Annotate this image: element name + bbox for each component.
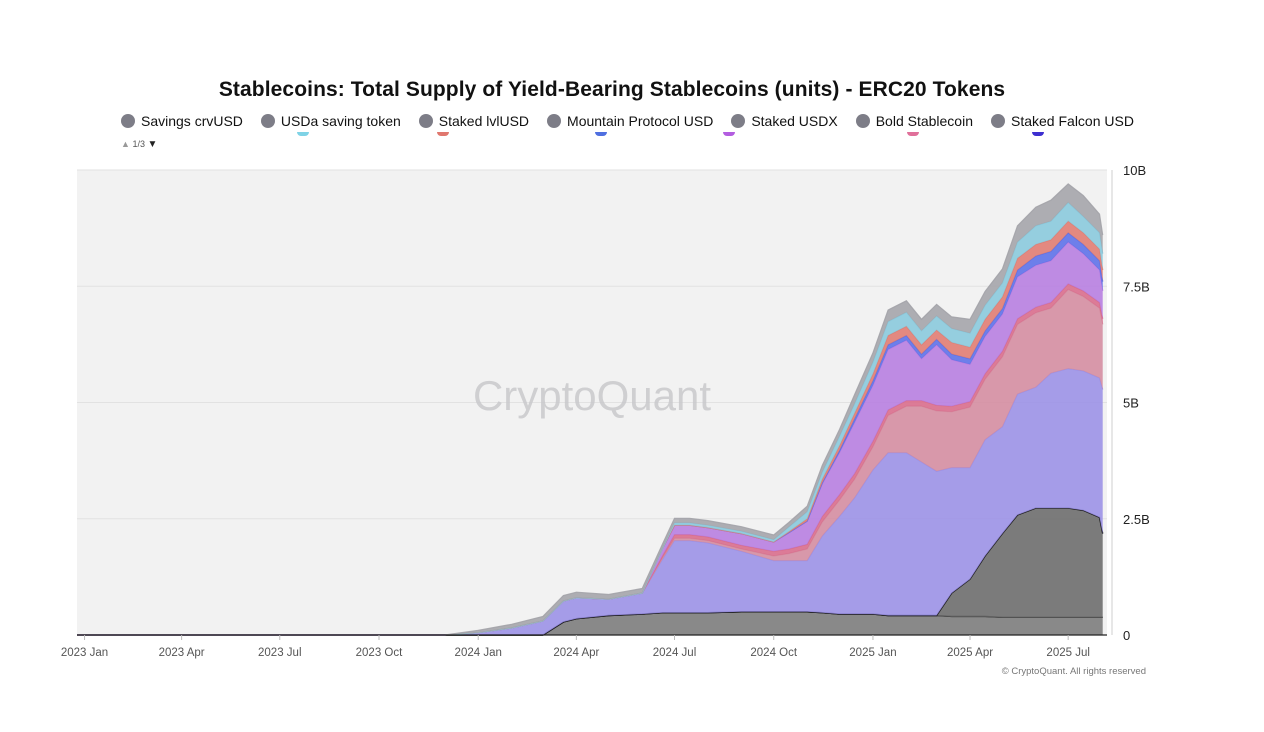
legend-item[interactable]: Mountain Protocol USD — [547, 113, 736, 136]
legend-next-icon[interactable]: ▼ — [147, 139, 158, 150]
x-tick-label: 2023 Oct — [356, 647, 403, 659]
chart-title: Stablecoins: Total Supply of Yield-Beari… — [218, 78, 1006, 101]
y-tick-label: 2.5B — [1123, 512, 1150, 527]
x-tick-label: 2023 Apr — [159, 647, 205, 659]
next-row-marker-icon — [723, 132, 736, 136]
legend-label: Staked lvlUSD — [438, 113, 530, 129]
legend-label: Bold Stablecoin — [875, 113, 973, 129]
legend-item[interactable]: Bold Stablecoin — [855, 113, 1044, 136]
legend-item[interactable]: Staked USDX — [731, 113, 920, 136]
legend-marker-icon — [260, 114, 275, 128]
next-row-marker-icon — [297, 132, 309, 136]
y-tick-label: 5B — [1123, 396, 1139, 411]
legend: Savings crvUSD USDa saving token Staked lv… — [121, 113, 1134, 136]
next-row-marker-icon — [907, 132, 920, 136]
x-tick-label: 2023 Jan — [61, 647, 108, 659]
legend-item[interactable]: USDa saving token — [260, 113, 449, 136]
area-series-line-10 — [77, 183, 1104, 636]
legend-item[interactable]: Savings crvUSD — [121, 113, 309, 136]
legend-label: Staked Falcon USD — [1011, 113, 1134, 129]
legend-label: Savings crvUSD — [141, 113, 243, 129]
area-series-3[interactable] — [77, 368, 1103, 635]
legend-marker-icon — [418, 114, 433, 128]
next-row-marker-icon — [594, 132, 607, 136]
legend-item[interactable]: Staked Falcon USD — [991, 113, 1134, 129]
watermark: CryptoQuant — [473, 372, 711, 419]
legend-pager[interactable]: ▲ 1/3 ▼ — [121, 139, 157, 150]
legend-prev-icon[interactable]: ▲ — [121, 139, 130, 149]
legend-marker-icon — [991, 114, 1005, 128]
x-tick-label: 2024 Oct — [750, 647, 797, 659]
legend-label: Mountain Protocol USD — [567, 113, 714, 129]
legend-marker-icon — [731, 114, 746, 128]
legend-page-indicator: 1/3 — [132, 139, 145, 149]
x-tick-label: 2024 Apr — [553, 647, 599, 659]
x-tick-label: 2025 Jan — [849, 647, 896, 659]
y-tick-label: 7.5B — [1123, 279, 1150, 294]
area-series — [77, 183, 1104, 636]
y-tick-label: 10B — [1123, 163, 1146, 178]
y-tick-labels: 0 2.5B 5B 7.5B 10B — [1123, 163, 1150, 643]
x-tick-label: 2024 Jul — [653, 647, 696, 659]
x-tick-label: 2025 Apr — [947, 647, 993, 659]
next-row-marker-icon — [1031, 132, 1044, 136]
area-series-0[interactable] — [77, 611, 1103, 635]
legend-marker-icon — [855, 114, 870, 128]
x-tick-label: 2025 Jul — [1046, 647, 1089, 659]
legend-label: Staked USDX — [751, 113, 838, 129]
legend-item[interactable]: Staked lvlUSD — [418, 113, 607, 136]
y-tick-label: 0 — [1123, 628, 1130, 643]
legend-label: USDa saving token — [280, 113, 401, 129]
x-tick-labels: 2023 Jan 2023 Apr 2023 Jul 2023 Oct 2024 Jan… — [61, 635, 1090, 659]
copyright-footer: © CryptoQuant. All rights reserved — [1001, 666, 1146, 677]
legend-marker-icon — [547, 114, 562, 128]
legend-marker-icon — [121, 114, 135, 128]
x-tick-label: 2024 Jan — [455, 647, 502, 659]
next-row-marker-icon — [436, 132, 449, 136]
x-tick-label: 2023 Jul — [258, 647, 301, 659]
